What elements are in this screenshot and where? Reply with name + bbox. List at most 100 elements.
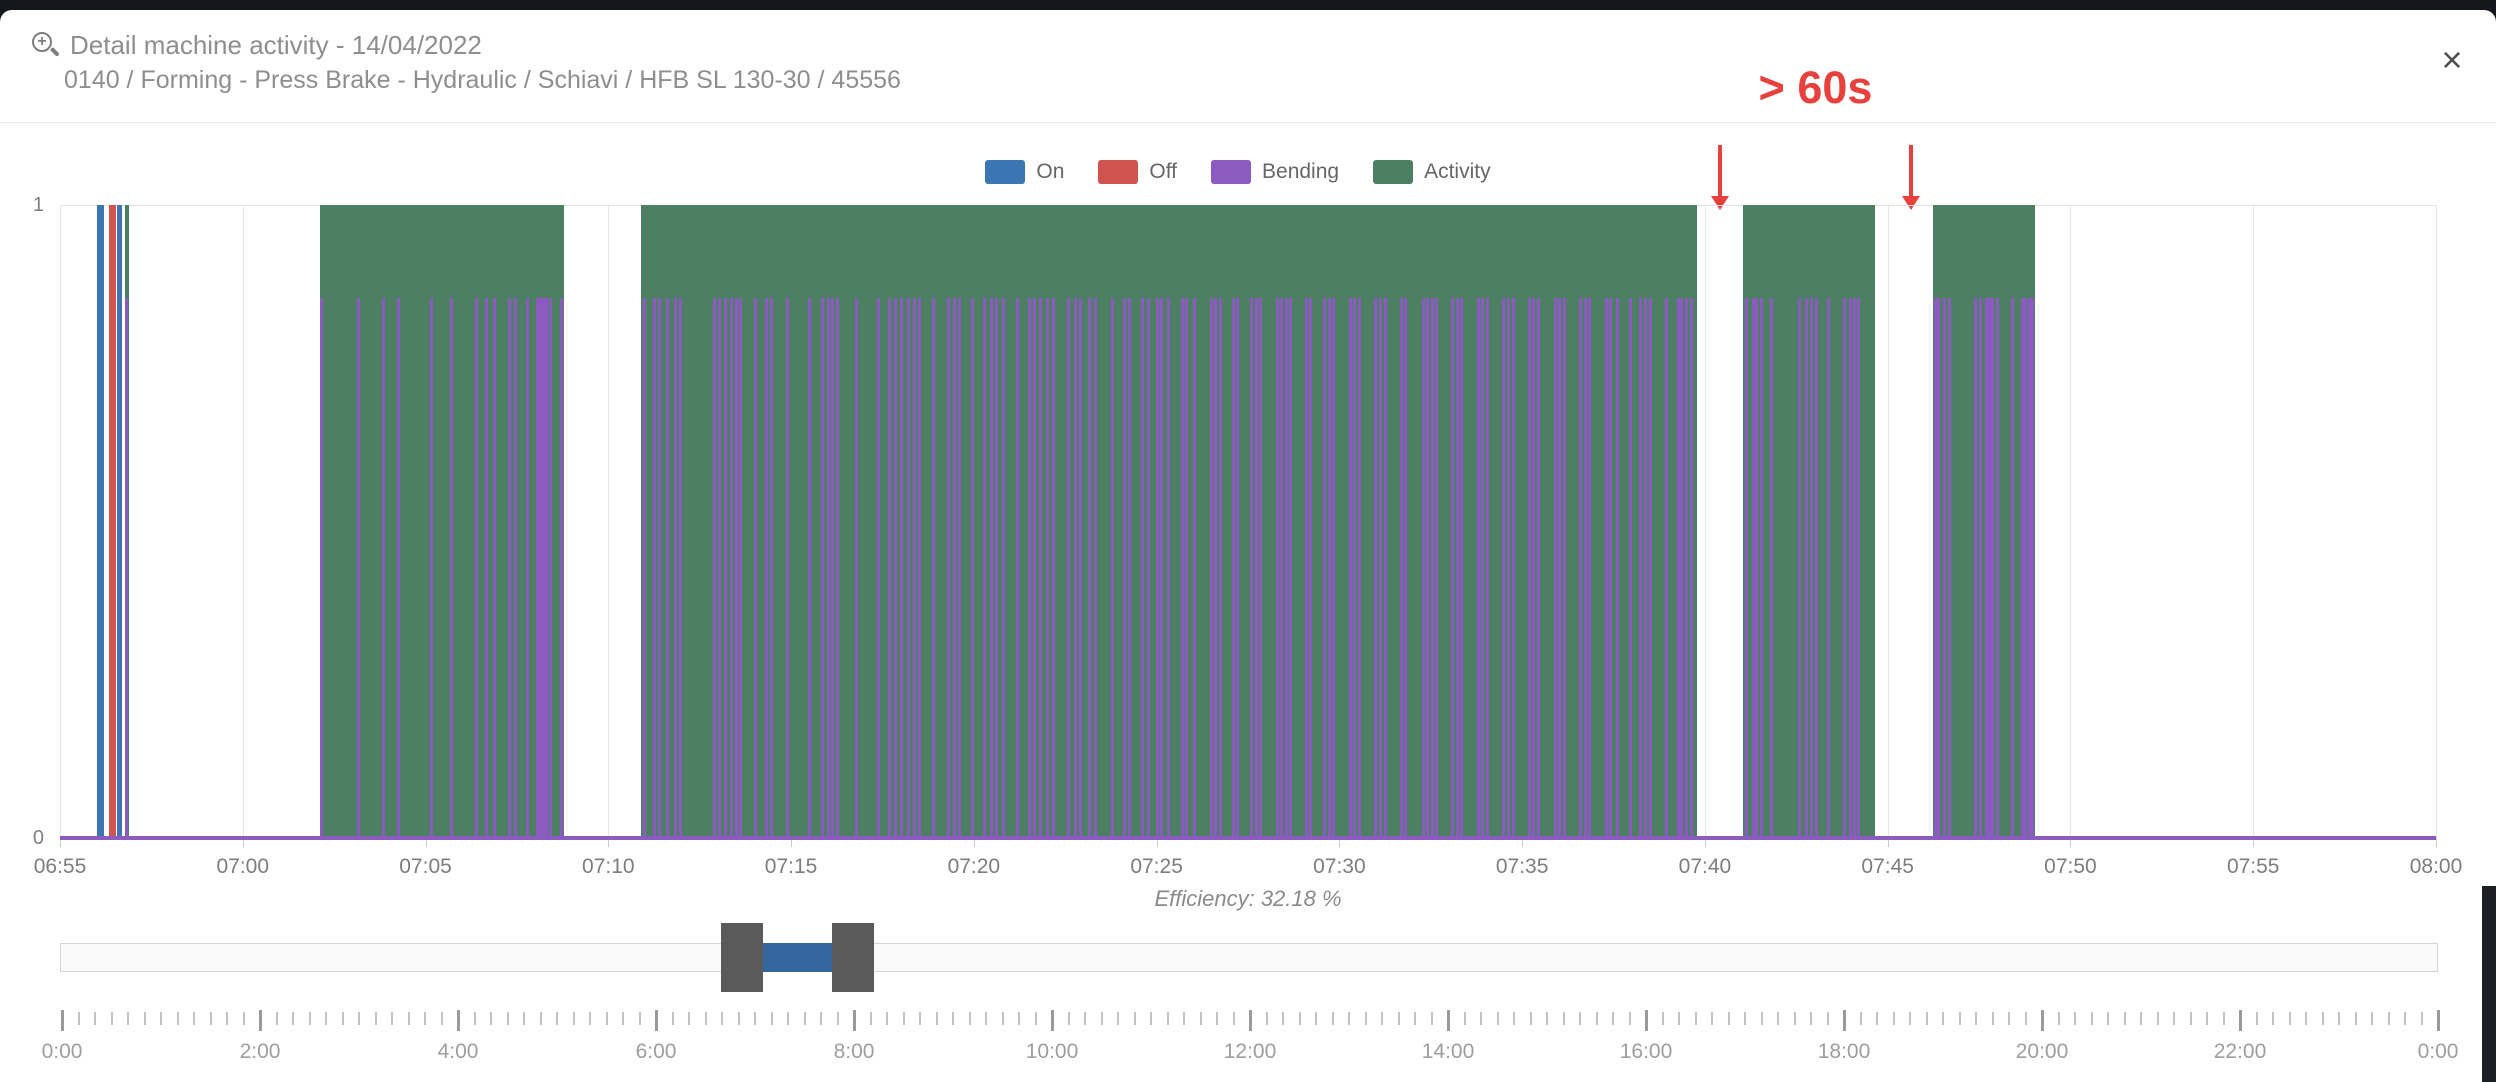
efficiency-label: Efficiency: 32.18 % [1154, 886, 1342, 911]
off-event-bar [109, 205, 117, 838]
bending-stripe [735, 298, 739, 838]
legend-item-off[interactable]: Off [1098, 160, 1177, 184]
ruler-label: 20:00 [2015, 1040, 2069, 1063]
ruler-minor-tick [1381, 1012, 1383, 1025]
legend-label: Bending [1262, 160, 1340, 183]
bending-stripe [1155, 298, 1159, 838]
axis-tick [1339, 838, 1341, 847]
ruler-label: 22:00 [2213, 1040, 2267, 1063]
axis-tick [2253, 838, 2255, 847]
bending-baseline [60, 836, 2436, 840]
bending-stripe [855, 298, 859, 838]
ruler-minor-tick [1183, 1012, 1185, 1025]
ruler-minor-tick [292, 1012, 294, 1025]
bending-stripe [1680, 298, 1684, 838]
ruler-minor-tick [902, 1012, 905, 1025]
axis-tick [791, 838, 793, 847]
x-tick-label: 07:40 [1678, 855, 1732, 878]
ruler-minor-tick [1942, 1012, 1944, 1025]
ruler-minor-tick [1826, 1012, 1829, 1025]
x-tick-label: 07:55 [2226, 855, 2280, 878]
bending-stripe [894, 298, 898, 838]
bending-stripe [830, 298, 834, 838]
ruler-major-tick [1447, 1010, 1450, 1031]
gridline [242, 205, 244, 838]
bending-stripe [826, 298, 830, 838]
x-tick-label: 07:10 [582, 855, 635, 878]
ruler-minor-tick [1414, 1012, 1416, 1025]
bending-stripe [545, 298, 549, 838]
ruler-minor-tick [473, 1012, 476, 1025]
bending-stripe [764, 298, 768, 838]
bending-stripe [1348, 298, 1352, 838]
scrollbar[interactable] [2482, 886, 2496, 1082]
chart-plot-area[interactable] [60, 205, 2437, 847]
ruler-minor-tick [1430, 1012, 1433, 1025]
bending-stripe [475, 298, 479, 838]
bending-stripe [1033, 298, 1037, 838]
ruler-minor-tick [1496, 1012, 1499, 1025]
bending-stripe [674, 298, 678, 838]
ruler-minor-tick [2354, 1012, 2357, 1025]
bending-stripe [1275, 298, 1279, 838]
bending-stripe [820, 298, 824, 838]
ruler-minor-tick [1711, 1012, 1713, 1025]
dialog-title: Detail machine activity - 14/04/2022 [70, 30, 482, 60]
close-button[interactable]: × [2428, 36, 2476, 84]
axis-tick [1887, 838, 1889, 847]
ruler-minor-tick [1463, 1012, 1466, 1025]
bending-stripe [396, 298, 400, 838]
axis-tick [1704, 838, 1706, 847]
ruler-minor-tick [539, 1012, 542, 1025]
bending-stripe [1588, 298, 1592, 838]
x-tick-label: 07:20 [947, 855, 1001, 878]
ruler-label: 16:00 [1619, 1040, 1673, 1063]
bending-stripe [1848, 298, 1852, 838]
ruler-minor-tick [1810, 1012, 1812, 1025]
legend-label: Off [1149, 160, 1178, 183]
ruler-minor-tick [2024, 1012, 2027, 1025]
x-tick-label: 07:30 [1313, 855, 1366, 878]
ruler-minor-tick [374, 1012, 377, 1025]
ruler-major-tick [2041, 1010, 2044, 1031]
bending-stripe [1088, 298, 1092, 838]
bending-stripe [983, 298, 987, 838]
gridline [1887, 205, 1889, 838]
x-tick-label: 07:35 [1495, 855, 1549, 878]
bending-stripe [1219, 298, 1223, 838]
bending-stripe [989, 298, 993, 838]
slider-handle-right[interactable] [832, 923, 875, 992]
legend-item-bending[interactable]: Bending [1211, 160, 1339, 184]
bending-stripe [1506, 298, 1510, 838]
ruler-minor-tick [985, 1012, 987, 1025]
bending-stripe [1609, 298, 1613, 838]
legend-item-activity[interactable]: Activity [1373, 160, 1491, 184]
ruler-label: 14:00 [1421, 1040, 1475, 1063]
bending-stripe [912, 298, 916, 838]
bending-stripe [1122, 298, 1126, 838]
slider-handle-left[interactable] [721, 923, 764, 992]
ruler-label: 0:00 [41, 1040, 83, 1063]
bending-stripe [1527, 298, 1531, 838]
ruler-minor-tick [1166, 1012, 1169, 1025]
bending-stripe [1744, 298, 1748, 838]
ruler-minor-tick [952, 1012, 954, 1025]
time-range-slider-track[interactable] [60, 943, 2438, 972]
ruler-minor-tick [1859, 1012, 1862, 1025]
ruler-minor-tick [110, 1012, 113, 1025]
axis-tick [1522, 838, 1524, 847]
gridline [60, 205, 61, 838]
legend-item-on[interactable]: On [985, 160, 1064, 184]
bending-stripe [1685, 298, 1689, 838]
ruler-minor-tick [2404, 1012, 2406, 1025]
legend-swatch-bending [1211, 160, 1252, 184]
ruler-minor-tick [622, 1012, 624, 1025]
time-range-slider-selection[interactable] [763, 943, 833, 972]
bending-stripe [1947, 298, 1951, 838]
ruler-minor-tick [424, 1012, 426, 1025]
ruler-minor-tick [1315, 1012, 1317, 1025]
ruler-minor-tick [1925, 1012, 1928, 1025]
ruler-minor-tick [1562, 1012, 1565, 1025]
axis-tick [1156, 838, 1158, 847]
axis-tick [2070, 838, 2072, 847]
